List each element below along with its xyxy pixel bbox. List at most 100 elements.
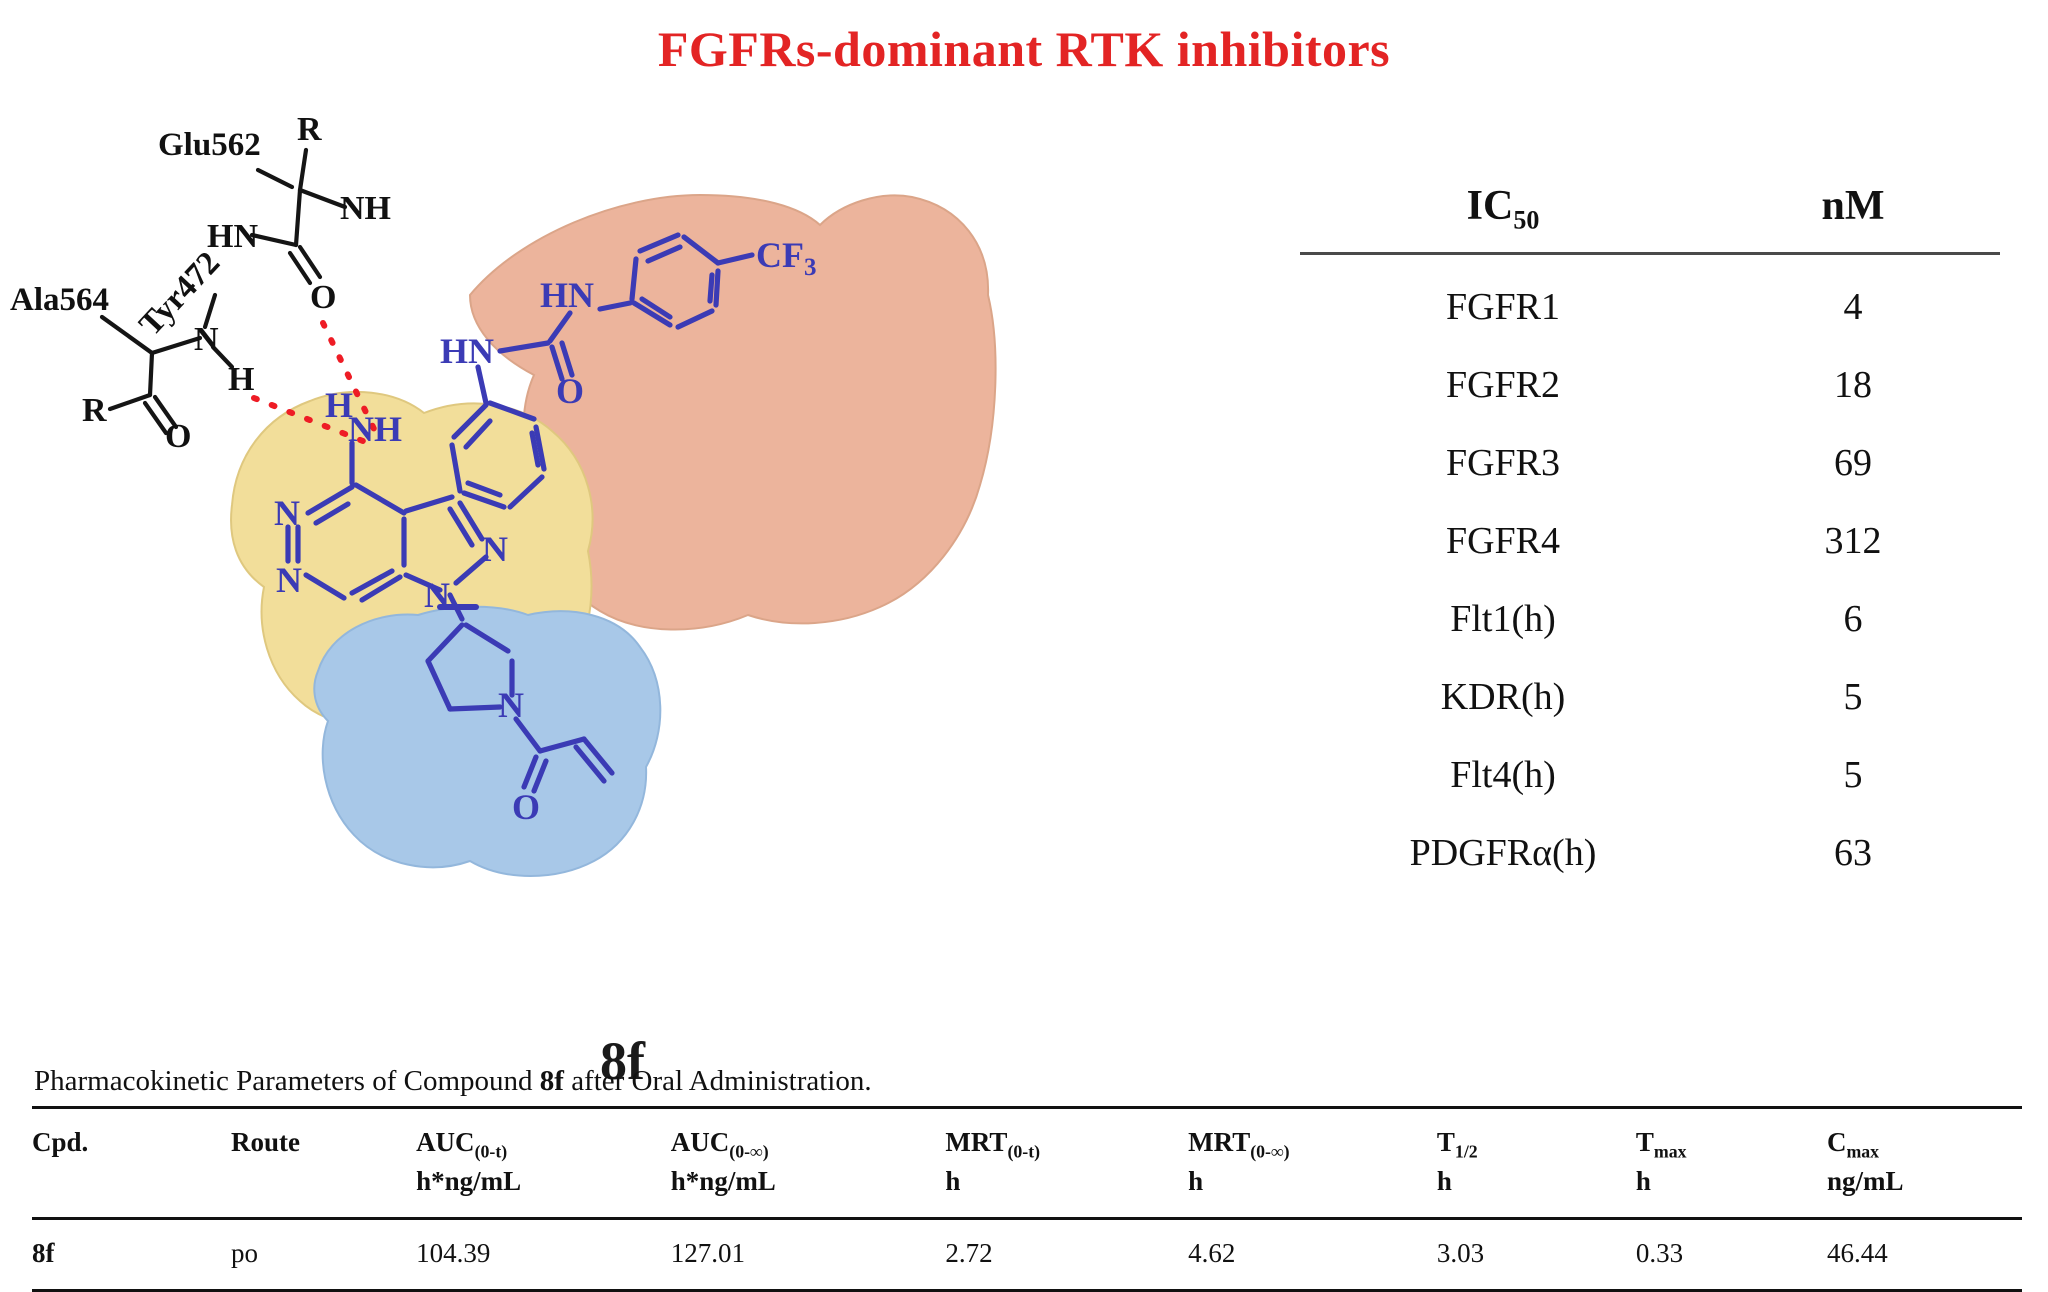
pk-column-unit xyxy=(32,1162,231,1201)
ic50-body: FGFR1 4 FGFR2 18 FGFR3 69 FGFR4 312 Flt1(h) 6 KDR(… xyxy=(1300,254,2000,893)
atom-label-HN-glu: HN xyxy=(207,218,258,255)
pk-column-label: Route xyxy=(231,1127,300,1157)
pk-column-header: AUC(0-t) h*ng/mL xyxy=(416,1108,671,1219)
pk-column-header: T1/2 h xyxy=(1437,1108,1636,1219)
residue-label-ala564: Ala564 xyxy=(10,282,109,318)
pk-column-header: Cpd. xyxy=(32,1108,231,1219)
ic50-value: 5 xyxy=(1843,676,1863,718)
atom-label-O-ala: O xyxy=(165,418,191,455)
atom-label-R-glu: R xyxy=(297,111,322,148)
ic50-value: 5 xyxy=(1843,754,1863,796)
pk-cell-t-max: 0.33 xyxy=(1635,1238,1684,1269)
pk-column-label: T xyxy=(1635,1127,1654,1157)
atom-label-R-ala: R xyxy=(82,392,107,429)
table-row: FGFR4 312 xyxy=(1300,502,2000,580)
ic50-table: IC50 nM FGFR1 4 FGFR2 18 FGFR3 69 FGFR4 312 Flt1… xyxy=(1300,180,2000,892)
atom-label-HN-urea-lower: HN xyxy=(440,331,494,371)
pk-cell-auc-0inf: 127.01 xyxy=(670,1238,746,1269)
pk-column-unit: h xyxy=(1436,1166,1452,1197)
pk-table-caption: Pharmacokinetic Parameters of Compound 8… xyxy=(34,1065,2022,1098)
atom-label-NH2: NH xyxy=(348,409,402,449)
ic50-target-name: Flt4(h) xyxy=(1450,754,1556,796)
ic50-value: 63 xyxy=(1834,832,1872,874)
atom-label-O-acryloyl: O xyxy=(512,787,540,827)
atom-label-O-glu: O xyxy=(310,279,336,316)
pk-column-label: C xyxy=(1826,1127,1847,1157)
pk-column-header: Route xyxy=(231,1108,416,1219)
atom-label-HN-urea-upper: HN xyxy=(540,275,594,315)
pk-cell-mrt-0t: 2.72 xyxy=(945,1238,993,1269)
table-row: Flt1(h) 6 xyxy=(1300,580,2000,658)
ic50-target-name: Flt1(h) xyxy=(1450,598,1556,640)
pk-column-unit: h xyxy=(1188,1166,1204,1197)
pk-column-unit: h xyxy=(1635,1166,1651,1197)
table-row: Flt4(h) 5 xyxy=(1300,736,2000,814)
pk-cell-t-half: 3.03 xyxy=(1436,1238,1485,1269)
atom-label-N1-pym: N xyxy=(276,560,302,600)
pk-cell-route: po xyxy=(231,1238,258,1269)
compound-label: 8f xyxy=(600,1031,645,1091)
pk-column-header: MRT(0-∞) h xyxy=(1188,1108,1437,1219)
ic50-header-label: IC50 xyxy=(1300,180,1706,254)
ic50-value: 69 xyxy=(1834,442,1872,484)
pk-column-unit: h*ng/mL xyxy=(670,1166,776,1197)
pk-column-header: Tmax h xyxy=(1636,1108,1827,1219)
ic50-target-name: FGFR2 xyxy=(1445,364,1561,406)
ic50-value: 18 xyxy=(1834,364,1872,406)
pk-column-label: AUC xyxy=(670,1127,730,1157)
atom-label-NH-glu: NH xyxy=(340,190,391,227)
pk-cell-auc-0t: 104.39 xyxy=(416,1238,491,1269)
pk-cell-cpd: 8f xyxy=(32,1238,55,1269)
ic50-value: 312 xyxy=(1824,520,1882,562)
ic50-target-name: KDR(h) xyxy=(1440,676,1566,718)
pk-column-header: Cmax ng/mL xyxy=(1827,1108,2022,1219)
hbond-line-1 xyxy=(320,320,378,434)
pk-caption-pre: Pharmacokinetic Parameters of Compound xyxy=(34,1065,540,1097)
atom-label-H-ala: H xyxy=(228,361,254,398)
table-row: PDGFRα(h) 63 xyxy=(1300,814,2000,892)
atom-label-O-urea: O xyxy=(556,371,584,411)
pk-column-label: AUC xyxy=(416,1127,475,1157)
pk-body: 8f po 104.39 127.01 2.72 4.62 3.03 0.33 46.44 xyxy=(32,1219,2022,1291)
ic50-header-row: IC50 nM xyxy=(1300,180,2000,254)
ic50-header-unit: nM xyxy=(1821,183,1885,229)
ic50-value: 6 xyxy=(1843,598,1863,640)
ic50-target-name: FGFR3 xyxy=(1445,442,1561,484)
pk-column-header: AUC(0-∞) h*ng/mL xyxy=(671,1108,946,1219)
pk-column-label: T xyxy=(1436,1127,1455,1157)
atom-label-N3: N xyxy=(274,493,300,533)
ic50-header-text: IC xyxy=(1466,183,1514,229)
pk-cell-mrt-0inf: 4.62 xyxy=(1188,1238,1236,1269)
pk-column-unit: ng/mL xyxy=(1826,1166,1904,1197)
table-row: 8f po 104.39 127.01 2.72 4.62 3.03 0.33 46.44 xyxy=(32,1219,2022,1291)
pk-column-subscript: (0-t) xyxy=(1007,1141,1041,1162)
pk-column-label: Cpd. xyxy=(32,1127,89,1157)
page-title: FGFRs-dominant RTK inhibitors xyxy=(657,21,1391,77)
atom-label-H-nh2: H xyxy=(325,385,353,425)
ic50-value: 4 xyxy=(1843,286,1863,328)
pk-column-label: MRT xyxy=(945,1127,1008,1157)
table-row: FGFR3 69 xyxy=(1300,424,2000,502)
pk-caption-compound: 8f xyxy=(539,1065,564,1097)
ic50-header-subscript: 50 xyxy=(1513,205,1540,235)
pk-column-subscript: (0-t) xyxy=(474,1141,508,1162)
pk-column-label: MRT xyxy=(1188,1127,1251,1157)
table-row: FGFR1 4 xyxy=(1300,254,2000,347)
pk-column-subscript: max xyxy=(1846,1141,1880,1162)
ic50-target-name: FGFR1 xyxy=(1445,286,1561,328)
pk-header-row: Cpd. Route AUC(0-t) h*ng/mL AUC(0-∞) h*ng/m… xyxy=(32,1107,2022,1219)
pk-caption-post: after Oral Administration. xyxy=(563,1065,872,1097)
atom-label-N2-pz: N xyxy=(482,529,508,569)
residue-label-glu562: Glu562 xyxy=(158,127,261,163)
table-row: FGFR2 18 xyxy=(1300,346,2000,424)
atom-label-N1-pz: N xyxy=(424,575,450,615)
pk-column-subscript: (0-∞) xyxy=(729,1141,769,1162)
pk-column-subscript: (0-∞) xyxy=(1250,1141,1290,1162)
pk-column-unit: h*ng/mL xyxy=(416,1166,522,1197)
ic50-target-name: FGFR4 xyxy=(1445,520,1561,562)
region-covalent-warhead-pocket xyxy=(313,605,662,877)
pk-column-header: MRT(0-t) h xyxy=(945,1108,1188,1219)
hbond-line-2 xyxy=(251,395,371,446)
pk-section: Pharmacokinetic Parameters of Compound 8… xyxy=(32,1065,2022,1292)
pk-cell-c-max: 46.44 xyxy=(1826,1238,1888,1269)
